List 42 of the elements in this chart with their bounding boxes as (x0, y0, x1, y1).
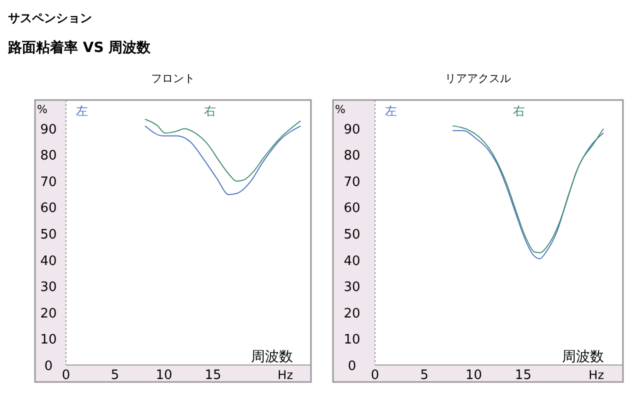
text: Hz (278, 368, 293, 382)
text: 左 (76, 104, 88, 118)
x-tick-label: 0 (62, 368, 70, 383)
line-series (144, 118, 301, 182)
x-tick-label: 10 (466, 368, 482, 383)
series-label: 右 (204, 104, 216, 118)
x-axis-title: 周波数 (251, 349, 293, 365)
y-tick-label: 30 (40, 280, 57, 296)
line-series (144, 126, 301, 196)
y-tick-label: 70 (40, 174, 57, 190)
y-axis-title: % (335, 103, 346, 116)
y-tick-label: 70 (344, 174, 360, 190)
y-tick-label: 90 (344, 122, 360, 138)
y-tick-label: 90 (40, 122, 57, 138)
chart-title: リアアクスル (445, 72, 511, 85)
x-tick-label: 5 (110, 368, 120, 383)
y-tick-label: 20 (40, 306, 57, 322)
x-tick-label: 10 (156, 368, 172, 383)
x-tick-label: 15 (514, 368, 532, 383)
y-tick-label: 50 (344, 228, 360, 242)
text: 右 (513, 104, 525, 118)
y-axis-title: % (37, 103, 48, 116)
y-tick-label: 80 (344, 148, 360, 164)
x-tick-label: 0 (370, 368, 380, 383)
chart-title: フロント (151, 72, 195, 85)
y-tick-label: 40 (40, 254, 57, 269)
y-tick-label: 30 (344, 280, 360, 296)
text: サスペンション (8, 11, 92, 25)
y-tick-label: 60 (344, 201, 360, 216)
x-axis-title: 周波数 (562, 349, 604, 365)
text: Hz (588, 368, 604, 382)
x-tick-label: 5 (420, 368, 429, 383)
y-tick-label: 40 (344, 254, 360, 269)
y-tick-label: 50 (40, 228, 57, 242)
y-tick-label: 60 (40, 201, 57, 216)
text: 左 (385, 104, 397, 118)
y-tick-label: 20 (344, 306, 360, 322)
y-tick-label: 10 (344, 332, 360, 348)
y-tick-label: 80 (40, 148, 57, 164)
y-tick-label: 10 (40, 332, 57, 348)
text: 路面粘着率 VS 周波数 (7, 39, 152, 56)
x-tick-label: 15 (204, 368, 222, 383)
